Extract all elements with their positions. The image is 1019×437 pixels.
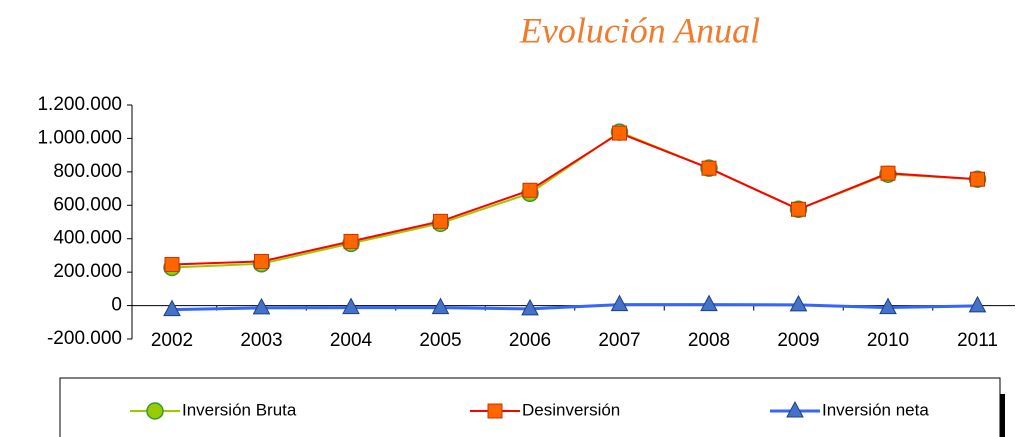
x-tick-label: 2004: [330, 330, 373, 351]
point: [879, 297, 897, 315]
x-tick-label: 2003: [240, 330, 282, 351]
point: [343, 233, 359, 249]
point: [522, 182, 538, 198]
chart-title: Evolución Anual: [519, 10, 760, 50]
point: [789, 294, 808, 312]
point: [252, 297, 271, 315]
y-tick-label: 0: [111, 295, 122, 316]
point: [610, 294, 629, 312]
y-tick-label: 600.000: [53, 194, 122, 215]
x-tick-label: 2008: [688, 330, 730, 351]
y-tick-label: 400.000: [53, 228, 122, 249]
point: [164, 256, 180, 272]
point: [791, 201, 806, 217]
point: [254, 253, 269, 269]
point: [700, 294, 718, 312]
y-tick-label: 200.000: [53, 261, 122, 282]
point: [342, 297, 360, 315]
point: [431, 297, 450, 315]
point: [970, 171, 985, 187]
point: [880, 165, 896, 181]
legend-label: Desinversión: [522, 400, 620, 419]
legend-label: Inversión neta: [822, 400, 929, 419]
series-line: [171, 131, 978, 266]
y-tick-label: -200.000: [47, 328, 122, 349]
legend-marker: [786, 400, 804, 418]
x-tick-label: 2011: [957, 330, 998, 351]
x-tick-label: 2010: [867, 330, 909, 351]
x-tick-label: 2006: [509, 330, 551, 351]
edge-bar: [1000, 394, 1005, 437]
x-tick-label: 2009: [777, 330, 819, 351]
legend-label: Inversión Bruta: [182, 400, 297, 419]
legend-marker: [146, 402, 164, 420]
x-tick-label: 2007: [598, 330, 640, 351]
y-tick-label: 1.000.000: [37, 127, 122, 148]
point: [433, 213, 448, 229]
point: [701, 160, 717, 176]
point: [612, 125, 627, 141]
point: [968, 295, 987, 313]
y-tick-label: 800.000: [53, 161, 122, 182]
legend-marker: [487, 403, 503, 419]
series-line: [171, 303, 978, 312]
legend-box: [59, 377, 1001, 437]
point: [163, 299, 181, 317]
x-tick-label: 2005: [419, 330, 461, 351]
point: [521, 298, 539, 316]
y-tick-label: 1.200.000: [37, 94, 122, 115]
series-line: [171, 130, 978, 269]
x-tick-label: 2002: [151, 330, 193, 351]
